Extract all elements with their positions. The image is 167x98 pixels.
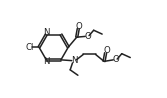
Text: O: O (76, 21, 82, 30)
Text: N: N (71, 56, 77, 65)
Text: Cl: Cl (26, 43, 34, 52)
Text: O: O (112, 55, 119, 64)
Text: O: O (103, 46, 110, 55)
Text: O: O (84, 32, 91, 40)
Text: N: N (43, 29, 49, 37)
Text: N: N (43, 57, 49, 66)
